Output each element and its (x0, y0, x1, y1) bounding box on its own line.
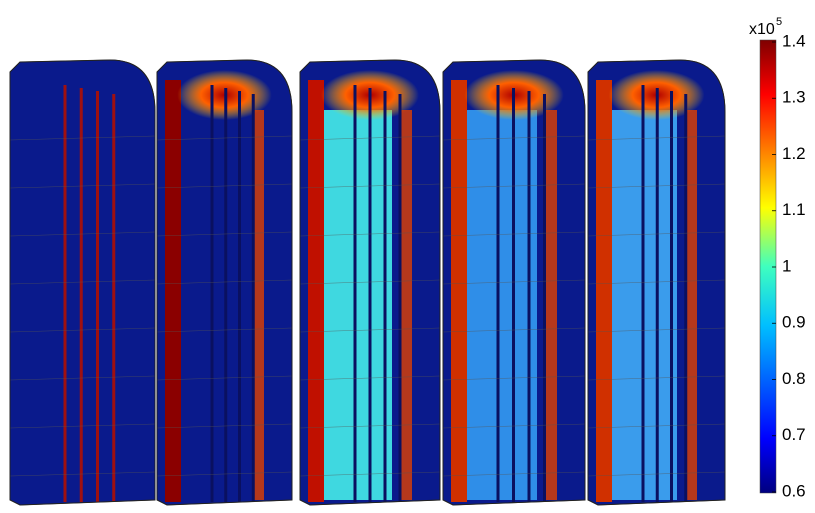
colorbar-tick-label: 1 (782, 256, 791, 275)
panel (588, 60, 725, 505)
colorbar (760, 40, 776, 493)
colorbar-tick-label: 1.4 (782, 31, 806, 50)
panel (157, 60, 292, 505)
panel-right-band (400, 110, 412, 500)
figure: x10 5 0.6 0.7 0.8 0.9 1 1.1 1.2 1.3 1.4 (0, 0, 815, 513)
colorbar-tick-label: 0.7 (782, 425, 806, 444)
panel-interior (322, 110, 392, 500)
colorbar-tick-label: 0.8 (782, 369, 806, 388)
colorbar-tick-label: 1.3 (782, 88, 806, 107)
colorbar-tick-label: 0.6 (782, 481, 806, 500)
panel-interior (465, 110, 537, 500)
colorbar-exponent: 5 (776, 16, 782, 28)
colorbar-ticks: 0.6 0.7 0.8 0.9 1 1.1 1.2 1.3 1.4 (772, 31, 806, 500)
panel-left-band (165, 80, 181, 502)
colorbar-tick-label: 1.2 (782, 144, 806, 163)
panel (443, 60, 585, 505)
colorbar-tick-label: 1.1 (782, 200, 806, 219)
simulation-panels (10, 60, 725, 505)
panel-left-band (596, 80, 612, 502)
panel-left-band (451, 80, 467, 502)
panel (300, 60, 440, 505)
page: x10 5 0.60.70.80.911.11.21.31.4 (() => {… (0, 0, 815, 513)
colorbar-tick-label: 0.9 (782, 313, 806, 332)
panel (10, 60, 155, 505)
panel-right-band (545, 110, 557, 500)
colorbar-multiplier: x10 (749, 21, 775, 38)
panel-left-band (308, 80, 324, 502)
panel-left-band (18, 80, 34, 502)
